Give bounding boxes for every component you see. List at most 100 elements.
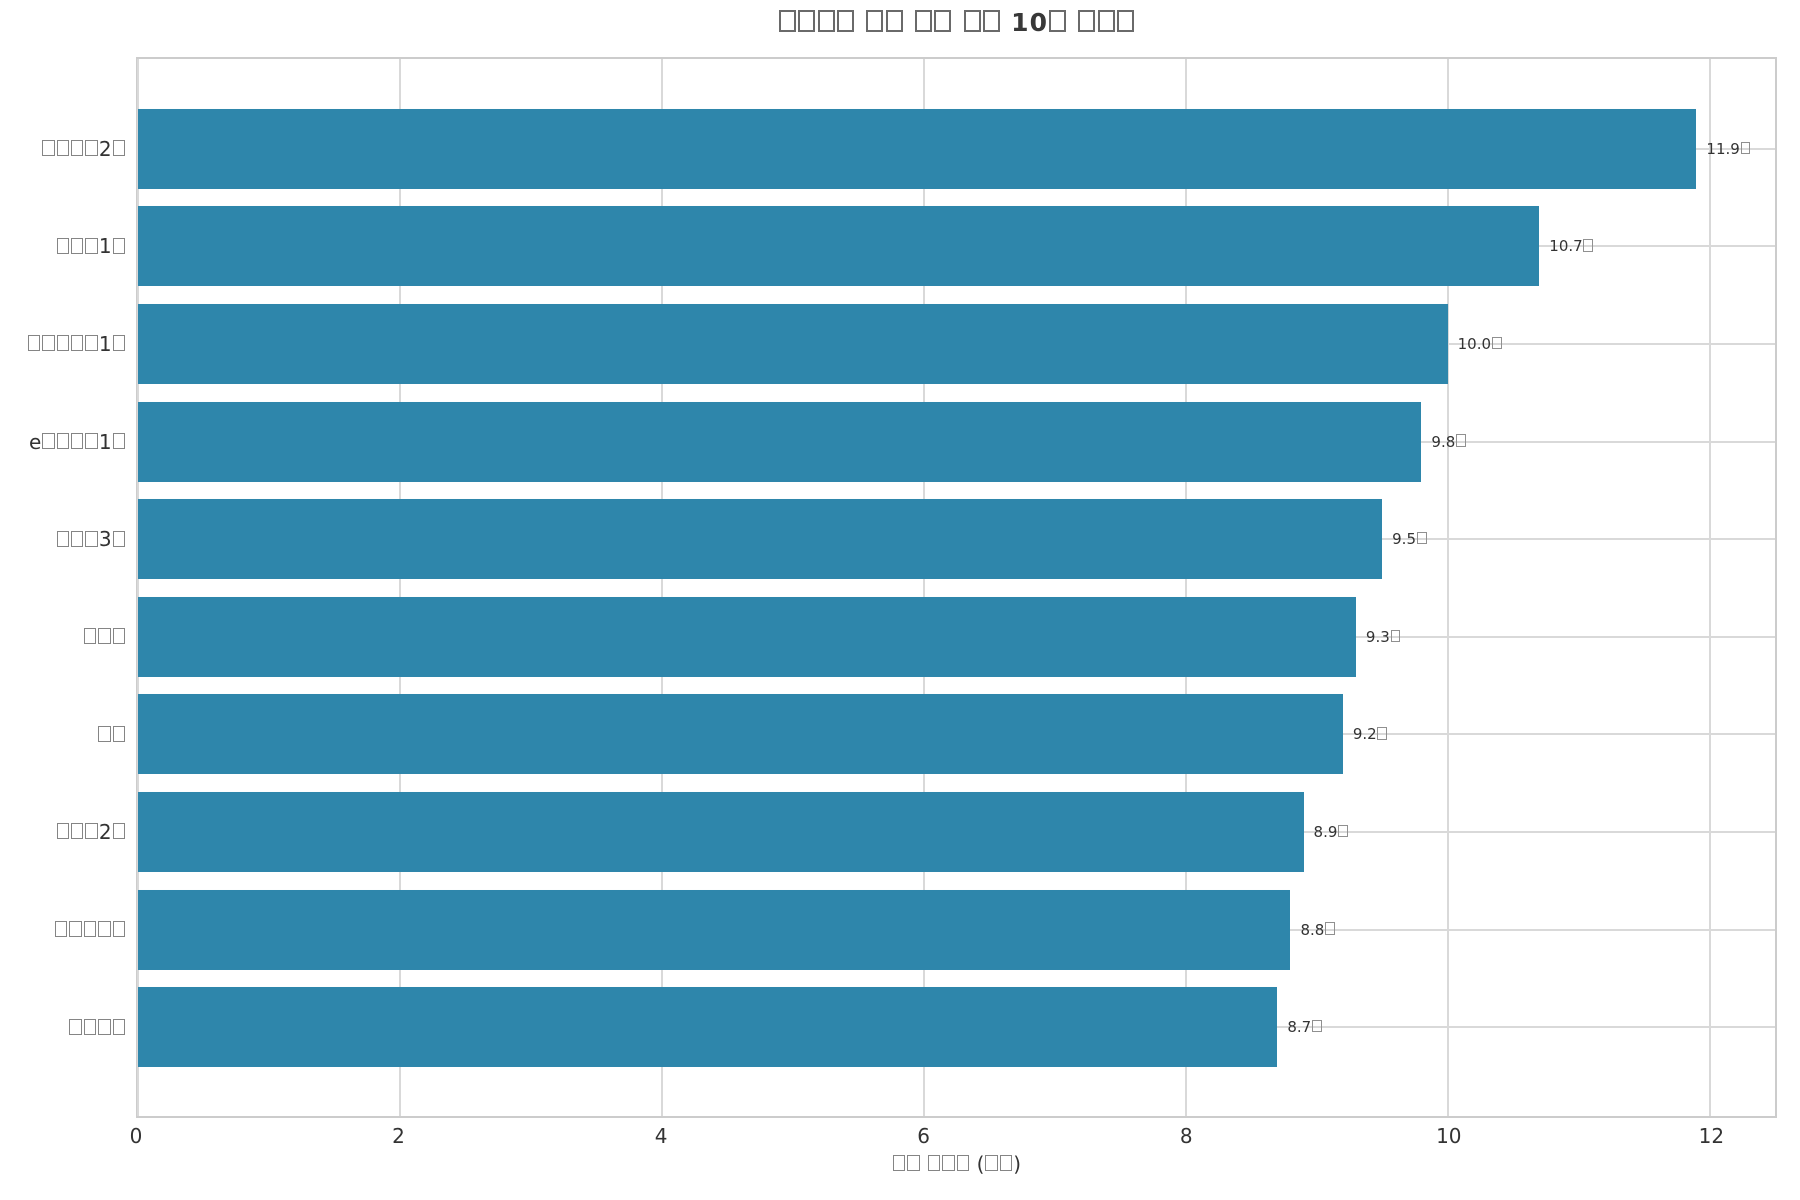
missing-glyph-box <box>112 920 125 937</box>
category-label <box>83 625 126 649</box>
missing-glyph-box <box>71 140 84 157</box>
missing-glyph-box <box>1097 10 1115 32</box>
gridline-vertical <box>922 59 925 1116</box>
missing-glyph-box <box>778 10 796 32</box>
gridline-vertical <box>1446 59 1449 1116</box>
bar-row: 8.7 <box>69 978 1775 1076</box>
missing-glyph-box <box>55 920 68 937</box>
x-tick-label: 0 <box>129 1124 143 1148</box>
missing-glyph-box <box>112 335 125 352</box>
missing-glyph-box <box>98 920 111 937</box>
missing-glyph-box <box>983 10 1001 32</box>
missing-glyph-box <box>112 823 125 840</box>
bar-row: 1 10.0 <box>27 295 1775 393</box>
missing-glyph-box <box>42 140 55 157</box>
bar-rows: 2 11.9 1 10.7 1 10.0 e 1 9.8 3 9.5 9.3 9.2 2 8.9 8.8 8.7 <box>27 59 1775 1116</box>
missing-glyph-box <box>56 823 70 840</box>
value-label: 10.0 <box>1458 335 1503 353</box>
missing-glyph-box <box>817 10 835 32</box>
missing-glyph-box <box>71 530 84 547</box>
missing-glyph-box <box>83 1018 97 1035</box>
missing-glyph-box <box>56 432 70 449</box>
bar <box>138 596 1356 677</box>
missing-glyph-box <box>985 1155 998 1172</box>
bar <box>138 108 1697 189</box>
missing-glyph-box <box>928 1155 941 1172</box>
missing-glyph-box <box>885 10 903 32</box>
bar <box>138 889 1291 970</box>
missing-glyph-box <box>85 140 98 157</box>
missing-glyph-box <box>112 237 125 254</box>
missing-glyph-box <box>1338 824 1348 838</box>
missing-glyph-box <box>56 530 70 547</box>
missing-glyph-box <box>837 10 855 32</box>
missing-glyph-box <box>85 432 98 449</box>
missing-glyph-box <box>1491 336 1502 350</box>
chart-title: 10 <box>136 8 1777 37</box>
bar-row: 9.3 <box>83 588 1775 686</box>
missing-glyph-box <box>1325 922 1335 935</box>
bar <box>138 791 1304 872</box>
missing-glyph-box <box>1456 434 1466 447</box>
missing-glyph-box <box>27 335 41 352</box>
bar <box>138 694 1343 775</box>
value-label: 9.8 <box>1431 433 1466 451</box>
missing-glyph-box <box>112 628 125 645</box>
missing-glyph-box <box>85 237 98 254</box>
category-label: 3 <box>56 527 126 551</box>
gridline-vertical <box>137 59 139 1116</box>
missing-glyph-box <box>56 140 70 157</box>
missing-glyph-box <box>112 530 125 547</box>
missing-glyph-box <box>98 628 111 645</box>
missing-glyph-box <box>56 335 70 352</box>
gridline-vertical <box>398 59 401 1116</box>
value-label: 11.9 <box>1706 140 1751 158</box>
value-label: 8.9 <box>1314 823 1349 841</box>
bar-row: e 1 9.8 <box>29 393 1775 491</box>
x-tick-label: 10 <box>1436 1124 1462 1148</box>
missing-glyph-box <box>999 1155 1013 1172</box>
missing-glyph-box <box>914 10 932 32</box>
missing-glyph-box <box>934 10 952 32</box>
category-label: 2 <box>56 820 126 844</box>
missing-glyph-box <box>83 628 97 645</box>
missing-glyph-box <box>69 920 82 937</box>
missing-glyph-box <box>963 10 981 32</box>
missing-glyph-box <box>98 725 111 742</box>
missing-glyph-box <box>1117 10 1135 32</box>
missing-glyph-box <box>907 1155 920 1172</box>
value-label: 8.8 <box>1300 921 1335 939</box>
x-tick-label: 4 <box>654 1124 668 1148</box>
bar <box>138 499 1383 580</box>
value-label: 9.2 <box>1353 725 1388 743</box>
missing-glyph-box <box>112 140 125 157</box>
x-axis-label: () <box>136 1152 1777 1176</box>
value-label: 8.7 <box>1287 1018 1322 1036</box>
missing-glyph-box <box>85 335 98 352</box>
category-label <box>68 1015 126 1039</box>
missing-glyph-box <box>1311 1019 1322 1033</box>
bar <box>138 206 1540 287</box>
x-tick-label: 12 <box>1698 1124 1725 1148</box>
gridline-vertical <box>1184 59 1187 1116</box>
bar <box>138 987 1278 1068</box>
missing-glyph-box <box>942 1155 955 1172</box>
category-label <box>97 722 126 746</box>
missing-glyph-box <box>42 335 55 352</box>
x-axis-ticks: 0 2 4 6 8 10 12 <box>130 1124 1777 1150</box>
gridline-vertical <box>660 59 663 1116</box>
missing-glyph-box <box>1583 239 1594 252</box>
missing-glyph-box <box>71 823 84 840</box>
missing-glyph-box <box>98 1018 111 1035</box>
gridline-vertical <box>1708 59 1711 1116</box>
missing-glyph-box <box>85 530 98 547</box>
missing-glyph-box <box>798 10 816 32</box>
missing-glyph-box <box>112 725 125 742</box>
value-label: 10.7 <box>1549 237 1594 255</box>
value-label: 9.5 <box>1392 530 1427 548</box>
missing-glyph-box <box>1049 10 1067 32</box>
missing-glyph-box <box>112 432 125 449</box>
missing-glyph-box <box>1390 629 1401 643</box>
missing-glyph-box <box>71 237 84 254</box>
